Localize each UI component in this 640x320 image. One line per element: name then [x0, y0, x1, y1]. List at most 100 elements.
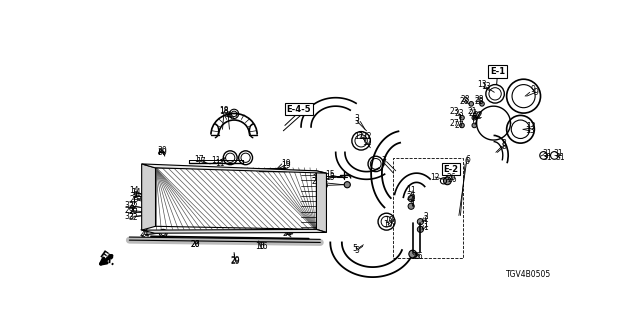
Text: 26: 26	[412, 252, 421, 261]
Text: 13: 13	[481, 83, 491, 92]
Text: 19: 19	[281, 161, 291, 170]
Text: 13: 13	[525, 126, 534, 135]
Text: 3: 3	[354, 114, 359, 123]
Text: 7: 7	[381, 156, 386, 164]
Text: 23: 23	[449, 107, 459, 116]
Text: 21: 21	[468, 108, 478, 117]
Text: 13: 13	[527, 123, 536, 132]
Text: 30: 30	[312, 171, 321, 180]
Text: 30: 30	[317, 175, 328, 184]
Polygon shape	[316, 171, 326, 232]
Text: 14: 14	[131, 188, 141, 197]
Text: 12: 12	[362, 138, 371, 147]
Circle shape	[469, 101, 474, 106]
Text: 15: 15	[324, 170, 334, 179]
Circle shape	[143, 212, 149, 219]
Text: 22: 22	[472, 112, 482, 121]
Text: 1: 1	[410, 186, 415, 195]
Text: 27: 27	[454, 121, 464, 130]
Text: 12: 12	[430, 172, 440, 181]
Text: 25: 25	[132, 193, 142, 202]
Polygon shape	[141, 164, 156, 230]
Text: 9: 9	[531, 85, 535, 94]
Text: FR.: FR.	[97, 249, 117, 268]
Text: 32: 32	[129, 202, 138, 211]
Text: 7: 7	[382, 159, 387, 168]
Text: 24: 24	[140, 229, 150, 238]
Text: 12: 12	[358, 132, 368, 141]
Text: 26: 26	[447, 175, 457, 184]
Bar	[394, 158, 463, 258]
Text: 5: 5	[353, 244, 357, 253]
Text: 10: 10	[383, 220, 393, 229]
Text: 19: 19	[281, 159, 291, 168]
Text: 3: 3	[355, 117, 360, 126]
Text: 2: 2	[406, 193, 412, 202]
Text: 9: 9	[534, 88, 538, 97]
Circle shape	[344, 182, 350, 188]
Text: 1: 1	[424, 220, 428, 229]
Text: 25: 25	[319, 181, 329, 190]
Text: 2: 2	[424, 215, 428, 224]
Text: 18: 18	[220, 106, 229, 115]
Text: 23: 23	[454, 108, 464, 117]
Text: 24: 24	[285, 228, 294, 237]
Text: 10: 10	[384, 216, 394, 225]
Polygon shape	[141, 229, 326, 233]
Text: 30: 30	[157, 148, 167, 157]
Text: 31: 31	[543, 149, 552, 158]
Text: 2: 2	[410, 194, 415, 203]
Circle shape	[147, 198, 155, 206]
Text: 25: 25	[312, 177, 321, 186]
Text: 6: 6	[464, 157, 469, 166]
Text: 6: 6	[466, 155, 470, 164]
Circle shape	[460, 123, 464, 128]
Text: 5: 5	[355, 246, 360, 255]
Circle shape	[417, 226, 424, 232]
Text: 29: 29	[125, 206, 134, 215]
Text: 13: 13	[477, 80, 487, 89]
Text: 1: 1	[406, 185, 412, 194]
Text: 24: 24	[282, 229, 292, 238]
Text: 26: 26	[446, 172, 456, 181]
Text: 28: 28	[475, 95, 484, 104]
Text: E-2: E-2	[444, 165, 459, 174]
Text: 32: 32	[129, 212, 138, 221]
Text: 31: 31	[554, 149, 563, 158]
Text: 17: 17	[194, 155, 204, 164]
Text: 17: 17	[196, 157, 206, 166]
Text: 2: 2	[424, 212, 428, 221]
Text: 1: 1	[424, 222, 428, 232]
Text: 20: 20	[191, 240, 200, 249]
Polygon shape	[141, 164, 326, 173]
Text: 16: 16	[255, 242, 265, 251]
Text: 25: 25	[129, 195, 139, 204]
Text: 8: 8	[501, 140, 506, 148]
Text: 29: 29	[231, 257, 241, 266]
Text: 18: 18	[220, 107, 229, 116]
Text: 14: 14	[129, 186, 139, 195]
Text: 28: 28	[474, 97, 484, 106]
Text: 12: 12	[354, 132, 364, 141]
Text: 4: 4	[225, 111, 230, 120]
Text: 11: 11	[216, 159, 225, 168]
Text: 16: 16	[259, 242, 268, 251]
Text: 29: 29	[129, 207, 138, 216]
Text: 31: 31	[555, 153, 564, 162]
Text: 24: 24	[141, 230, 150, 239]
Text: 29: 29	[231, 256, 241, 265]
Text: 30: 30	[157, 146, 167, 155]
Circle shape	[444, 177, 451, 185]
Text: 27: 27	[449, 119, 459, 128]
Text: 8: 8	[502, 142, 507, 151]
Circle shape	[408, 196, 414, 202]
Text: 26: 26	[413, 252, 423, 261]
Text: 32: 32	[125, 212, 134, 221]
Circle shape	[480, 101, 484, 106]
Text: 28: 28	[460, 95, 470, 104]
Text: 12: 12	[362, 132, 371, 141]
Circle shape	[417, 219, 424, 225]
Text: E-1: E-1	[490, 67, 505, 76]
Text: 32: 32	[125, 201, 134, 210]
Text: TGV4B0505: TGV4B0505	[506, 270, 551, 279]
